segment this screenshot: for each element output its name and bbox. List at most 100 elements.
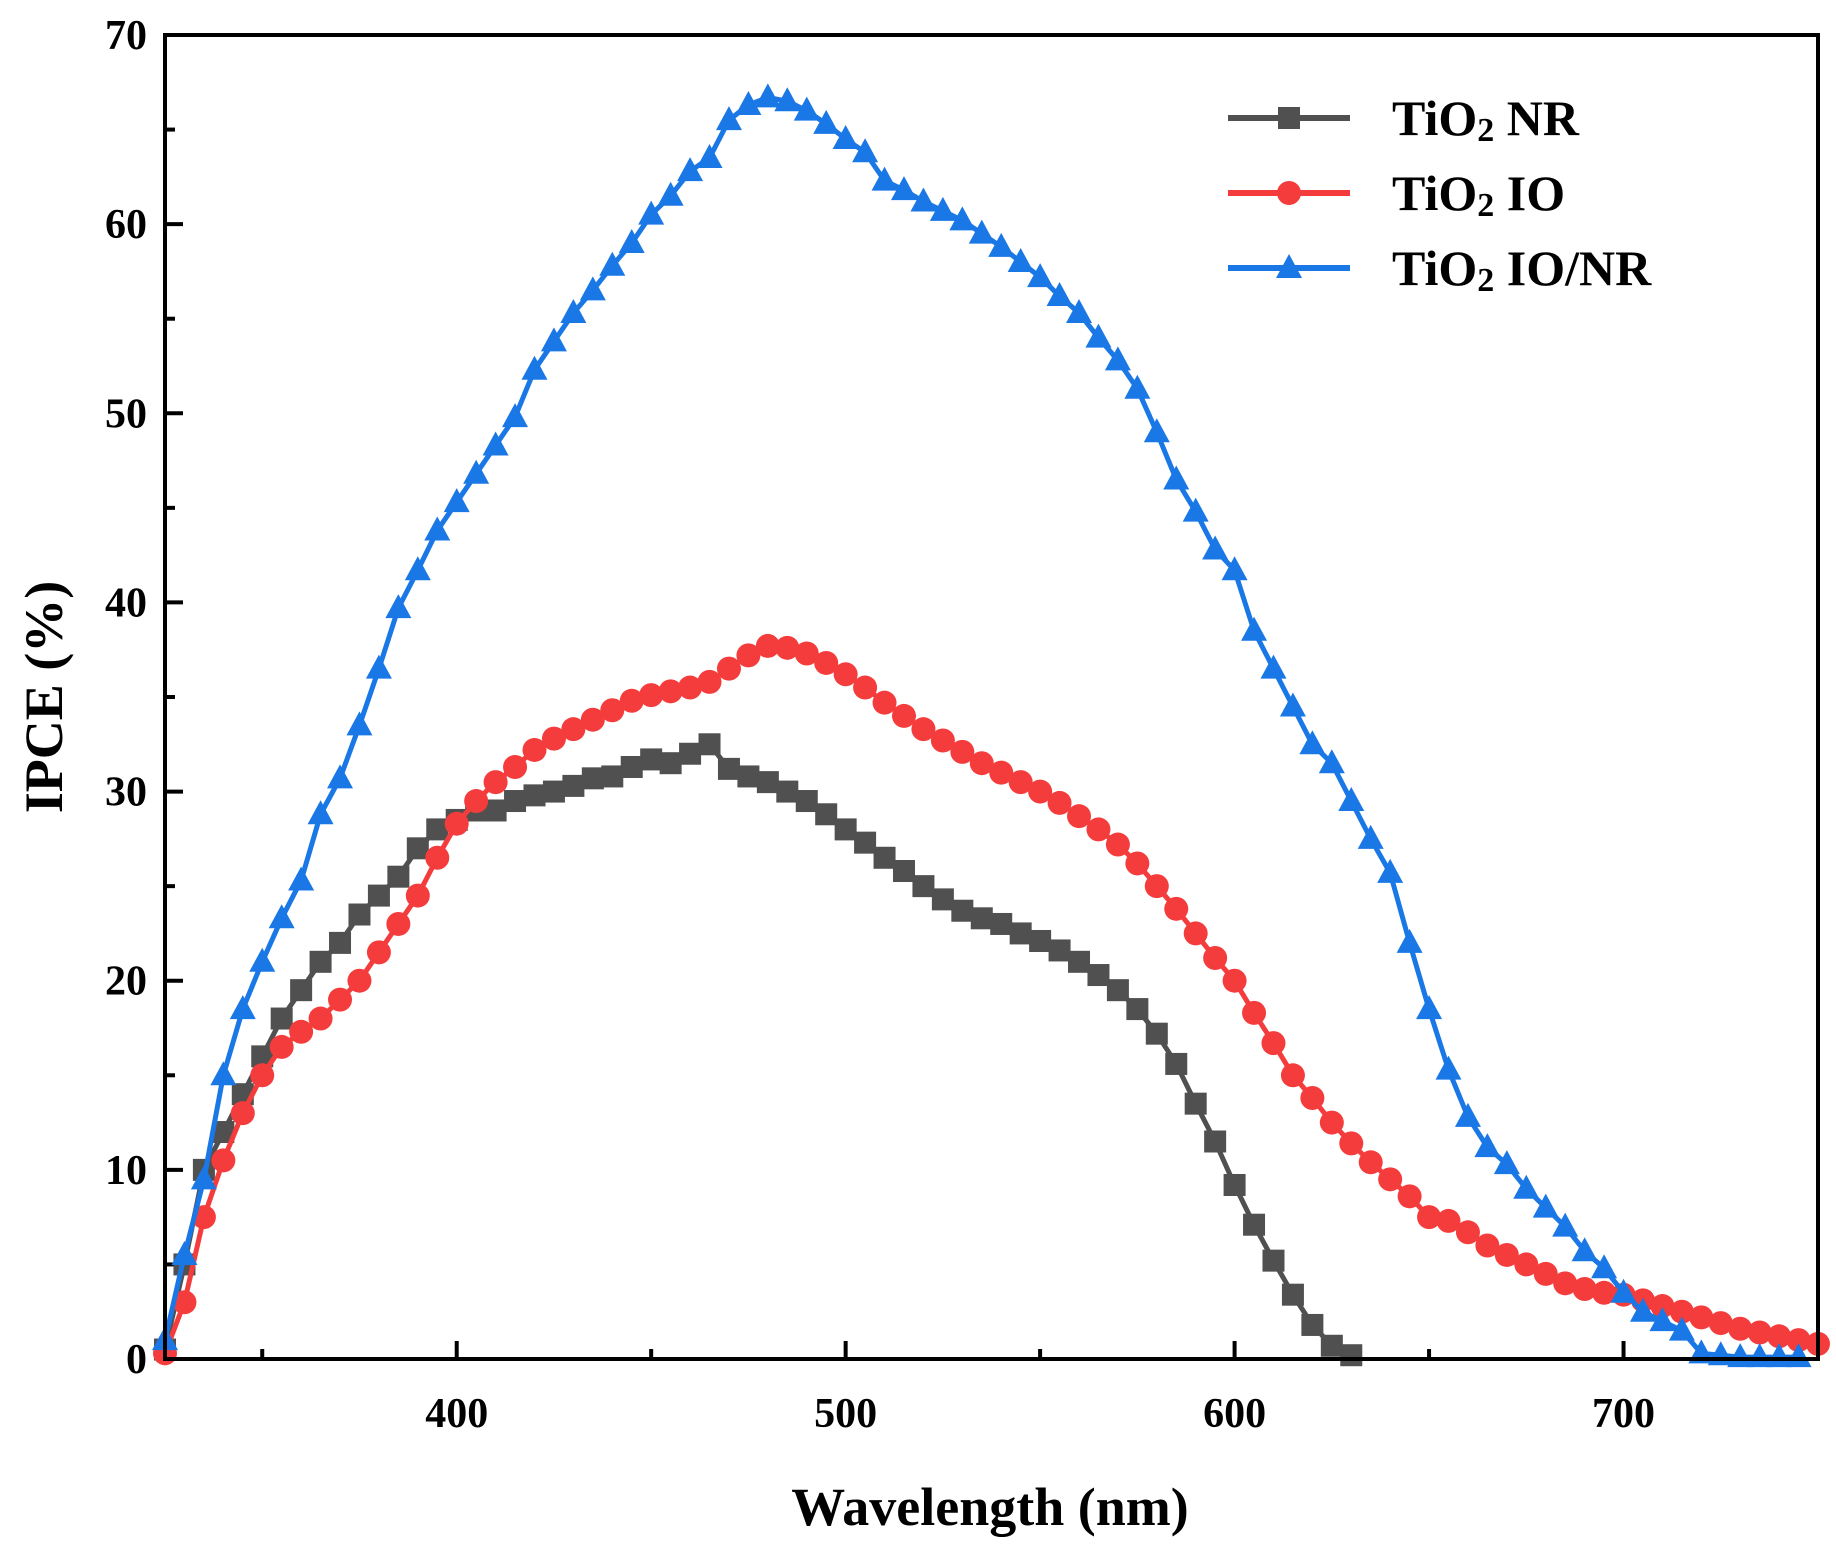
data-point — [1532, 1193, 1559, 1218]
data-point — [1319, 1110, 1344, 1135]
data-point — [951, 899, 974, 922]
data-point — [1708, 1311, 1733, 1336]
data-point — [891, 703, 916, 728]
data-point — [1435, 1055, 1462, 1080]
x-axis-label: Wavelength (nm) — [791, 1477, 1189, 1537]
data-point — [426, 818, 449, 841]
data-point — [290, 979, 313, 1002]
data-point — [1009, 922, 1032, 945]
data-point — [1396, 928, 1423, 953]
data-point — [1241, 616, 1268, 641]
data-point — [930, 728, 955, 753]
y-axis-label: IPCE (%) — [14, 581, 74, 813]
data-point — [365, 654, 392, 679]
data-point — [931, 888, 954, 911]
data-point — [581, 767, 604, 790]
data-point — [949, 206, 976, 231]
data-point — [716, 656, 741, 681]
data-point — [1164, 896, 1189, 921]
data-point — [910, 187, 937, 212]
data-point — [795, 790, 818, 813]
data-point — [329, 931, 352, 954]
data-point — [697, 669, 722, 694]
x-tick-label: 700 — [1592, 1391, 1655, 1437]
data-point — [406, 837, 429, 860]
data-point — [1318, 749, 1345, 774]
series-circle — [153, 633, 1830, 1366]
data-point — [444, 811, 469, 836]
legend-marker — [1276, 254, 1302, 278]
legend: TiO2 NR TiO2 IO TiO2 IO/NR — [1228, 90, 1652, 299]
data-point — [659, 752, 682, 775]
data-point — [307, 800, 334, 825]
y-tick-label: 50 — [105, 391, 147, 437]
data-point — [1068, 950, 1091, 973]
data-point — [367, 884, 390, 907]
data-point — [735, 90, 762, 115]
data-point — [424, 516, 451, 541]
data-point — [1629, 1297, 1656, 1322]
data-point — [677, 157, 704, 182]
data-point — [211, 1148, 236, 1173]
y-tick-label: 40 — [105, 580, 147, 626]
data-point — [562, 774, 585, 797]
data-point — [1029, 929, 1052, 952]
data-point — [463, 459, 490, 484]
data-point — [756, 771, 779, 794]
data-point — [1668, 1316, 1695, 1341]
data-point — [1320, 1334, 1343, 1357]
data-point — [502, 403, 529, 428]
data-point — [1007, 247, 1034, 272]
data-point — [1279, 692, 1306, 717]
data-point — [736, 643, 761, 668]
data-point — [1669, 1299, 1694, 1324]
data-point — [990, 912, 1013, 935]
data-point — [794, 641, 819, 666]
data-point — [1572, 1277, 1597, 1302]
data-point — [1358, 1150, 1383, 1175]
data-point — [1204, 1130, 1227, 1153]
data-point — [754, 83, 781, 108]
data-point — [813, 109, 840, 134]
data-point — [1475, 1233, 1500, 1258]
legend-item: TiO2 IO — [1228, 165, 1565, 224]
data-point — [834, 818, 857, 841]
plot-frame — [163, 33, 1820, 1361]
data-point — [1028, 779, 1053, 804]
data-point — [618, 229, 645, 254]
data-point — [1339, 1131, 1364, 1156]
data-point — [600, 698, 625, 723]
data-point — [250, 1063, 275, 1088]
data-point — [929, 196, 956, 221]
data-point — [580, 707, 605, 732]
data-point — [1301, 1313, 1324, 1336]
data-point — [1008, 770, 1033, 795]
data-point — [483, 770, 508, 795]
data-point — [657, 181, 684, 206]
series-triangle — [152, 83, 1812, 1368]
data-point — [1455, 1220, 1480, 1245]
data-point — [212, 1121, 235, 1144]
data-point — [210, 1061, 237, 1086]
data-point — [328, 987, 353, 1012]
data-point — [1281, 1283, 1304, 1306]
data-point — [1261, 1031, 1286, 1056]
data-point — [989, 760, 1014, 785]
data-point — [404, 556, 431, 581]
data-point — [1533, 1261, 1558, 1286]
data-point — [522, 737, 547, 762]
series-line — [162, 643, 1819, 1355]
data-point — [814, 650, 839, 675]
data-point — [1203, 946, 1228, 971]
data-point — [484, 799, 507, 822]
data-point — [1436, 1208, 1461, 1233]
data-point — [1417, 1205, 1442, 1230]
data-point — [832, 125, 859, 150]
data-point — [1085, 323, 1112, 348]
data-point — [521, 355, 548, 380]
x-tick-label: 400 — [425, 1391, 488, 1437]
data-point — [854, 831, 877, 854]
data-point — [366, 940, 391, 965]
data-point — [890, 176, 917, 201]
y-tick-label: 60 — [105, 202, 147, 248]
